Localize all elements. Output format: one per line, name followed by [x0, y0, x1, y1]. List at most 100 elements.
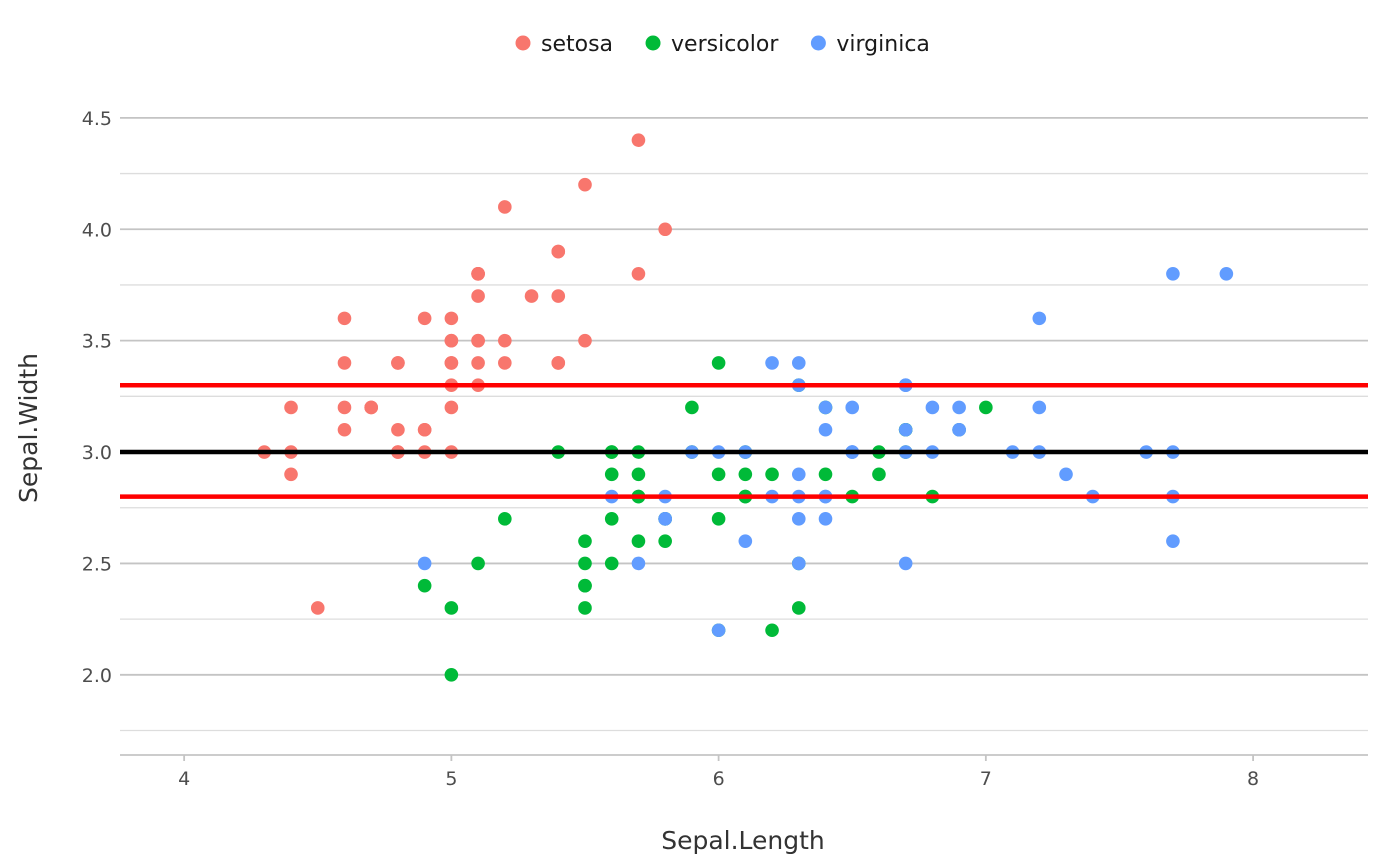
data-point-setosa [578, 333, 592, 348]
points-layer [257, 133, 1234, 682]
data-point-virginica [1166, 534, 1180, 548]
data-point-setosa [551, 244, 566, 259]
x-tick-label: 4 [178, 768, 190, 790]
data-point-versicolor [658, 534, 672, 548]
legend-key-versicolor [645, 35, 661, 51]
data-point-versicolor [498, 512, 512, 526]
data-point-versicolor [738, 467, 753, 482]
data-point-setosa [471, 267, 485, 281]
legend-key-virginica [810, 35, 826, 51]
data-point-setosa [337, 311, 352, 326]
data-point-setosa [498, 333, 512, 348]
data-point-setosa [524, 289, 539, 303]
data-point-setosa [364, 400, 379, 415]
data-point-setosa [337, 356, 352, 370]
x-tick-label: 7 [980, 768, 992, 790]
data-point-versicolor [685, 400, 699, 415]
data-point-setosa [391, 356, 405, 370]
data-point-virginica [791, 556, 806, 571]
data-point-versicolor [578, 601, 592, 615]
data-point-setosa [444, 311, 459, 326]
data-point-virginica [898, 422, 913, 437]
legend-label-virginica: virginica [836, 32, 930, 57]
data-point-setosa [471, 289, 485, 303]
data-point-setosa [310, 601, 325, 615]
data-point-setosa [471, 333, 485, 348]
data-point-setosa [498, 356, 512, 370]
data-point-virginica [818, 512, 833, 526]
x-tick-label: 5 [445, 768, 457, 790]
data-point-setosa [551, 289, 566, 303]
data-point-virginica [1219, 267, 1234, 281]
data-point-versicolor [604, 556, 619, 571]
data-point-virginica [791, 356, 806, 370]
data-point-versicolor [631, 467, 646, 482]
data-point-versicolor [872, 467, 886, 482]
data-point-versicolor [631, 534, 646, 548]
data-point-virginica [631, 556, 646, 571]
grid-layer [120, 116, 1368, 732]
legend-key-setosa [515, 35, 531, 51]
data-point-virginica [417, 556, 432, 571]
y-axis-title: Sepal.Width [14, 353, 43, 503]
data-point-virginica [738, 534, 753, 548]
axis-layer: 2.0 2.5 3.0 3.5 4.0 4.5 4 5 6 7 8 [82, 108, 1368, 790]
y-tick-label: 4.0 [82, 219, 112, 241]
data-point-versicolor [578, 534, 592, 548]
data-point-setosa [444, 356, 459, 370]
data-point-versicolor [711, 512, 726, 526]
data-point-virginica [1032, 400, 1047, 415]
data-point-setosa [417, 311, 432, 326]
legend-label-setosa: setosa [541, 32, 613, 57]
data-point-versicolor [604, 467, 619, 482]
data-point-setosa [444, 400, 459, 415]
data-point-virginica [765, 356, 779, 370]
data-point-virginica [925, 400, 940, 415]
data-point-setosa [284, 467, 298, 482]
data-point-setosa [444, 333, 459, 348]
data-point-setosa [284, 400, 298, 415]
data-point-setosa [551, 356, 566, 370]
legend: setosa versicolor virginica [515, 32, 930, 57]
data-point-versicolor [578, 556, 592, 571]
data-point-virginica [658, 512, 672, 526]
data-point-virginica [818, 400, 833, 415]
data-point-setosa [631, 267, 646, 281]
data-point-versicolor [471, 556, 485, 571]
data-point-virginica [898, 556, 913, 571]
data-point-virginica [818, 422, 833, 437]
data-point-virginica [1059, 467, 1073, 482]
data-point-setosa [471, 356, 485, 370]
data-point-versicolor [711, 467, 726, 482]
data-point-virginica [791, 467, 806, 482]
data-point-setosa [337, 422, 352, 437]
data-point-versicolor [711, 356, 726, 370]
x-tick-label: 6 [713, 768, 725, 790]
data-point-virginica [845, 400, 860, 415]
y-tick-label: 2.5 [82, 553, 112, 575]
data-point-virginica [1032, 311, 1047, 326]
legend-label-versicolor: versicolor [671, 32, 779, 57]
data-point-versicolor [791, 601, 806, 615]
data-point-versicolor [818, 467, 833, 482]
data-point-versicolor [444, 668, 459, 682]
data-point-versicolor [417, 578, 432, 593]
x-axis-title: Sepal.Length [661, 826, 825, 855]
data-point-versicolor [765, 623, 779, 638]
data-point-setosa [658, 222, 672, 237]
y-tick-label: 3.0 [82, 442, 112, 464]
data-point-virginica [952, 422, 966, 437]
data-point-versicolor [979, 400, 993, 415]
data-point-setosa [391, 422, 405, 437]
x-tick-label: 8 [1247, 768, 1259, 790]
data-point-setosa [631, 133, 646, 147]
data-point-setosa [498, 200, 512, 214]
data-point-virginica [711, 623, 726, 638]
data-point-versicolor [578, 578, 592, 593]
data-point-versicolor [604, 512, 619, 526]
data-point-setosa [337, 400, 352, 415]
y-tick-label: 2.0 [82, 665, 112, 687]
data-point-virginica [1166, 267, 1180, 281]
data-point-versicolor [765, 467, 779, 482]
